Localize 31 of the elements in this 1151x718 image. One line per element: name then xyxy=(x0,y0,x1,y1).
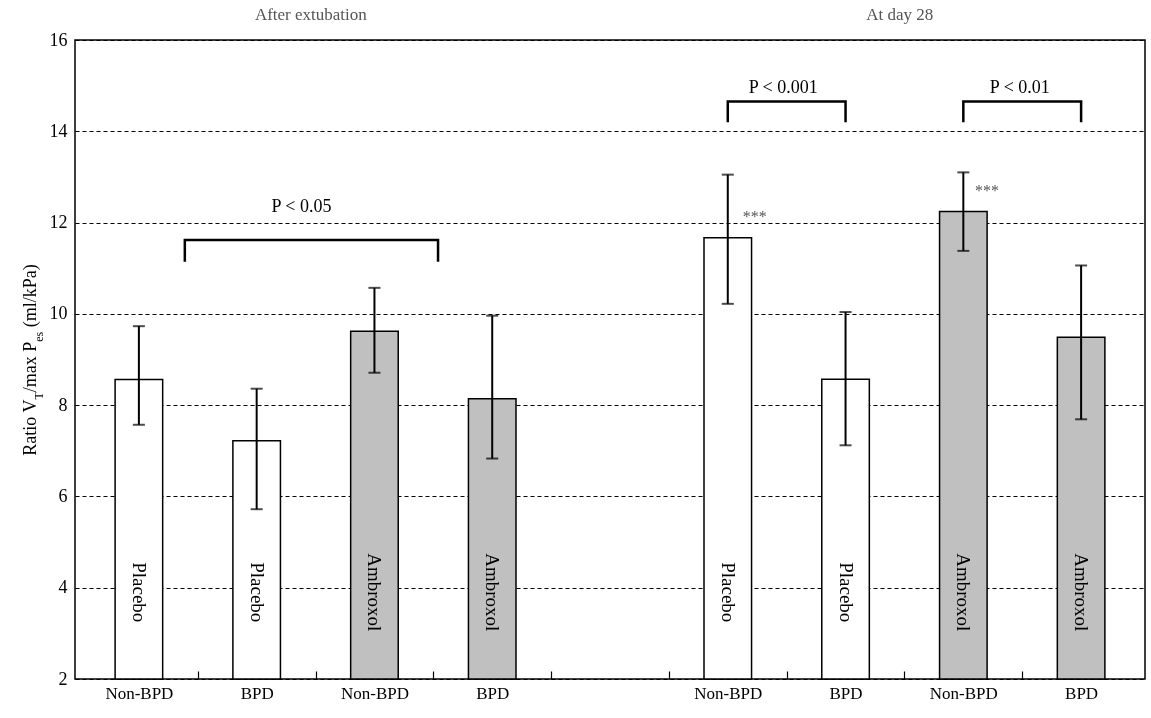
annotation: P < 0.001 xyxy=(748,76,818,97)
text: Ambroxol xyxy=(364,553,386,632)
series-label: Ambroxol xyxy=(482,553,504,632)
y-tick-label: 2 xyxy=(58,668,68,689)
annotation: *** xyxy=(742,208,767,226)
y-tick-label: 16 xyxy=(49,29,68,50)
x-tick-label: Non-BPD xyxy=(694,683,763,703)
x-tick-label: Non-BPD xyxy=(929,683,998,703)
y-tick-label: 8 xyxy=(58,394,68,415)
text: Placebo xyxy=(128,562,150,623)
annotation: *** xyxy=(974,181,999,199)
y-tick-label: 6 xyxy=(58,485,68,506)
y-tick-label: 14 xyxy=(49,120,68,141)
text: Placebo xyxy=(717,562,739,623)
x-tick-label: BPD xyxy=(1065,683,1099,703)
y-tick-label: 10 xyxy=(49,303,68,324)
text: Placebo xyxy=(835,562,857,623)
annotation: P < 0.05 xyxy=(271,195,332,216)
x-tick-label: BPD xyxy=(829,683,863,703)
text: Ambroxol xyxy=(1071,553,1093,632)
y-tick-label: 4 xyxy=(58,577,68,598)
annotation: P < 0.01 xyxy=(989,76,1050,97)
x-tick-label: Non-BPD xyxy=(105,683,174,703)
text: Ambroxol xyxy=(953,553,975,632)
text: After extubation xyxy=(254,4,368,24)
series-label: Placebo xyxy=(246,562,268,623)
x-tick-label: BPD xyxy=(240,683,274,703)
x-tick-label: BPD xyxy=(476,683,510,703)
x-tick-label: Non-BPD xyxy=(340,683,409,703)
text: At day 28 xyxy=(866,4,934,24)
y-tick-label: 12 xyxy=(49,212,68,233)
